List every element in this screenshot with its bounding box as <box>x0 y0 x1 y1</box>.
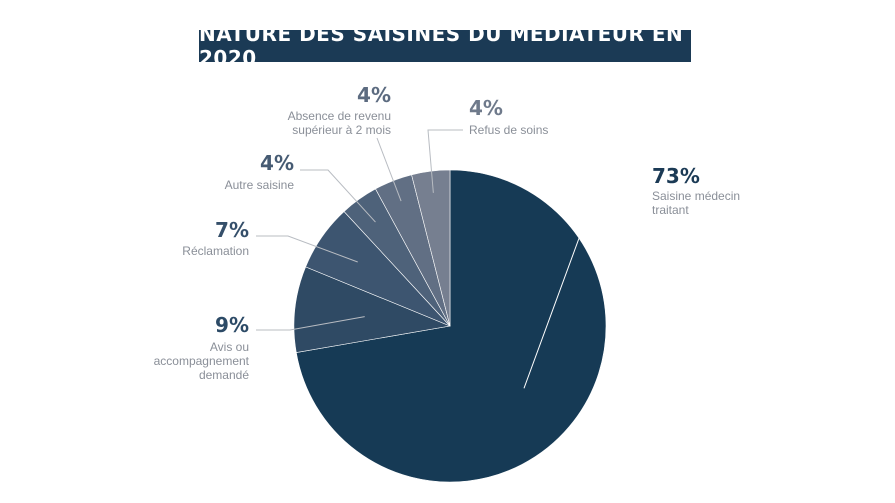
pie-slice <box>293 266 452 353</box>
slice-category-label: Absence de revenu <box>288 109 391 123</box>
chart-title: NATURE DES SAISINES DU MÉDIATEUR EN 2020 <box>199 22 684 70</box>
slice-percent-label: 9% <box>215 313 249 337</box>
slice-category-label: supérieur à 2 mois <box>292 123 391 137</box>
leader-line <box>256 316 365 331</box>
slice-category-label: accompagnement <box>154 354 250 368</box>
slice-category-label: Réclamation <box>182 244 249 258</box>
slice-percent-label: 4% <box>357 83 391 107</box>
pie-slices <box>293 169 607 483</box>
slice-percent-label: 4% <box>260 151 294 175</box>
leader-line <box>427 129 463 193</box>
leader-line <box>376 137 402 202</box>
leader-lines <box>256 129 640 389</box>
leader-line <box>256 235 358 263</box>
slice-category-label: traitant <box>652 203 689 217</box>
title-banner: NATURE DES SAISINES DU MÉDIATEUR EN 2020 <box>199 22 691 70</box>
pie-slice <box>295 169 607 483</box>
leader-line <box>523 180 640 389</box>
slice-percent-label: 4% <box>469 96 503 120</box>
slice-percent-label: 7% <box>215 218 249 242</box>
leader-line <box>300 169 376 223</box>
pie-slice <box>411 169 451 327</box>
slice-category-label: demandé <box>199 368 249 382</box>
slice-category-label: Refus de soins <box>469 123 548 137</box>
slice-category-label: Autre saisine <box>225 178 295 192</box>
slice-category-label: Avis ou <box>210 340 249 354</box>
slice-category-label: Saisine médecin <box>652 189 740 203</box>
slice-percent-label: 73% <box>652 164 700 188</box>
